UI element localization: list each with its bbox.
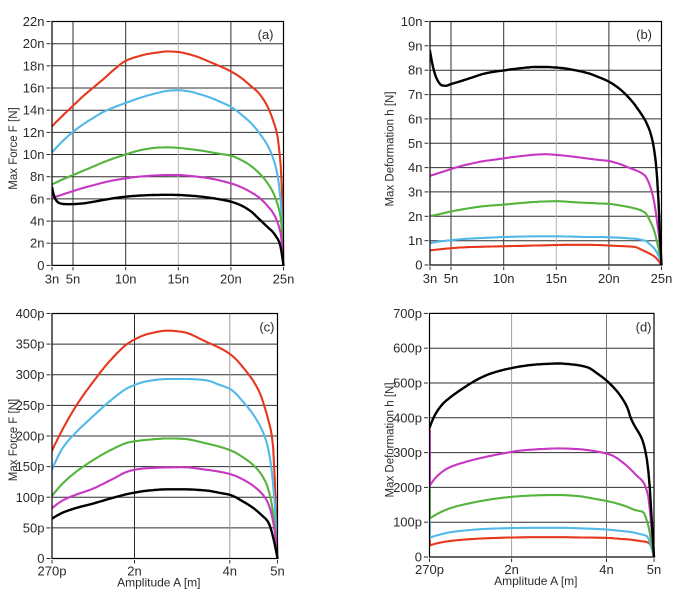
svg-text:200p: 200p xyxy=(16,429,45,444)
svg-text:8n: 8n xyxy=(30,169,44,184)
svg-text:10n: 10n xyxy=(401,14,423,29)
svg-text:(c): (c) xyxy=(259,320,274,335)
svg-text:Max Force F [N]: Max Force F [N] xyxy=(8,107,20,189)
svg-text:25n: 25n xyxy=(273,271,295,286)
svg-text:0: 0 xyxy=(37,551,44,566)
svg-text:10n: 10n xyxy=(23,147,45,162)
svg-text:3n: 3n xyxy=(423,271,437,286)
svg-text:600p: 600p xyxy=(393,341,422,356)
svg-text:20n: 20n xyxy=(23,36,45,51)
svg-text:2n: 2n xyxy=(30,236,44,251)
svg-text:0: 0 xyxy=(415,258,422,273)
svg-text:100p: 100p xyxy=(393,515,422,530)
svg-text:(b): (b) xyxy=(636,27,652,42)
svg-text:500p: 500p xyxy=(393,376,422,391)
svg-text:1n: 1n xyxy=(408,233,422,248)
svg-text:50p: 50p xyxy=(23,520,45,535)
svg-text:8n: 8n xyxy=(408,63,422,78)
svg-text:4n: 4n xyxy=(408,160,422,175)
svg-text:22n: 22n xyxy=(23,14,45,29)
svg-text:400p: 400p xyxy=(393,410,422,425)
svg-text:4n: 4n xyxy=(223,564,237,579)
svg-text:16n: 16n xyxy=(23,81,45,96)
svg-text:Max Deformation h [N]: Max Deformation h [N] xyxy=(385,382,397,497)
svg-text:350p: 350p xyxy=(16,337,45,352)
svg-text:20n: 20n xyxy=(220,271,242,286)
svg-text:270p: 270p xyxy=(38,564,67,579)
svg-text:400p: 400p xyxy=(16,306,45,321)
svg-text:Max Deformation h [N]: Max Deformation h [N] xyxy=(385,91,397,206)
svg-text:0: 0 xyxy=(415,550,422,565)
svg-text:15n: 15n xyxy=(167,271,189,286)
svg-text:10n: 10n xyxy=(115,271,137,286)
svg-text:5n: 5n xyxy=(444,271,458,286)
svg-text:4n: 4n xyxy=(599,562,613,577)
svg-text:5n: 5n xyxy=(647,562,661,577)
svg-text:9n: 9n xyxy=(408,38,422,53)
svg-text:300p: 300p xyxy=(393,445,422,460)
svg-text:15n: 15n xyxy=(545,271,567,286)
svg-text:(a): (a) xyxy=(258,27,274,42)
svg-text:Amplitude A [m]: Amplitude A [m] xyxy=(494,574,577,588)
svg-text:150p: 150p xyxy=(16,459,45,474)
svg-text:5n: 5n xyxy=(66,271,80,286)
svg-text:(d): (d) xyxy=(636,320,652,335)
svg-text:3n: 3n xyxy=(45,271,59,286)
svg-text:3n: 3n xyxy=(408,184,422,199)
svg-text:14n: 14n xyxy=(23,103,45,118)
svg-text:270p: 270p xyxy=(415,562,444,577)
svg-text:18n: 18n xyxy=(23,58,45,73)
svg-text:5n: 5n xyxy=(270,564,284,579)
svg-text:200p: 200p xyxy=(393,480,422,495)
svg-text:100p: 100p xyxy=(16,490,45,505)
svg-text:6n: 6n xyxy=(30,191,44,206)
svg-text:6n: 6n xyxy=(408,111,422,126)
svg-text:4n: 4n xyxy=(30,214,44,229)
svg-text:5n: 5n xyxy=(408,136,422,151)
svg-text:12n: 12n xyxy=(23,125,45,140)
svg-text:2n: 2n xyxy=(408,209,422,224)
svg-text:2n: 2n xyxy=(127,564,141,579)
svg-text:10n: 10n xyxy=(493,271,515,286)
svg-text:Max Force F [N]: Max Force F [N] xyxy=(8,399,20,481)
svg-text:2n: 2n xyxy=(504,562,518,577)
svg-text:7n: 7n xyxy=(408,87,422,102)
svg-text:25n: 25n xyxy=(651,271,673,286)
svg-text:700p: 700p xyxy=(393,306,422,321)
svg-text:0: 0 xyxy=(37,258,44,273)
svg-text:250p: 250p xyxy=(16,398,45,413)
svg-text:Amplitude A [m]: Amplitude A [m] xyxy=(117,576,200,590)
svg-text:20n: 20n xyxy=(598,271,620,286)
svg-text:300p: 300p xyxy=(16,367,45,382)
